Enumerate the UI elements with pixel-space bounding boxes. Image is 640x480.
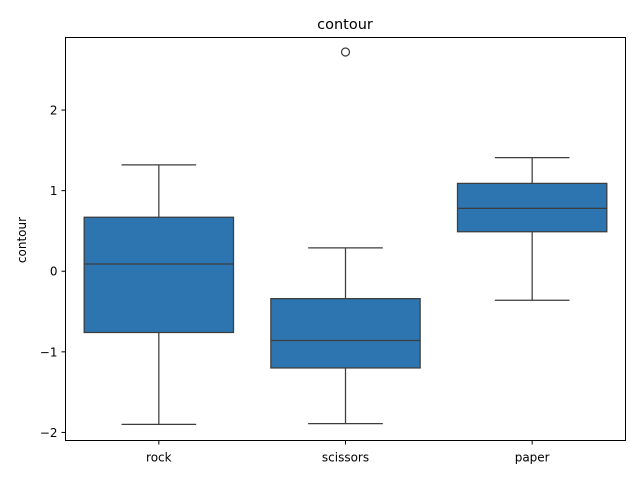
y-tick-label: 0 — [50, 265, 58, 279]
chart-title: contour — [317, 17, 373, 33]
y-axis-label: contour — [15, 217, 29, 263]
y-tick-label: 1 — [50, 184, 58, 198]
y-tick-label: 2 — [50, 104, 58, 118]
outlier-point-scissors — [340, 47, 351, 57]
plot-area: −2 −1 0 1 2 rock scissors paper — [40, 47, 608, 465]
y-tick-label: −1 — [40, 345, 58, 359]
x-tick-label-paper: paper — [515, 451, 550, 465]
box-paper — [456, 182, 608, 233]
x-tick-label-scissors: scissors — [322, 451, 369, 465]
box-rock — [83, 216, 235, 334]
y-tick-label: −2 — [40, 426, 58, 440]
box-scissors — [270, 298, 421, 369]
axes-frame — [65, 37, 626, 441]
x-tick-label-rock: rock — [146, 451, 172, 465]
